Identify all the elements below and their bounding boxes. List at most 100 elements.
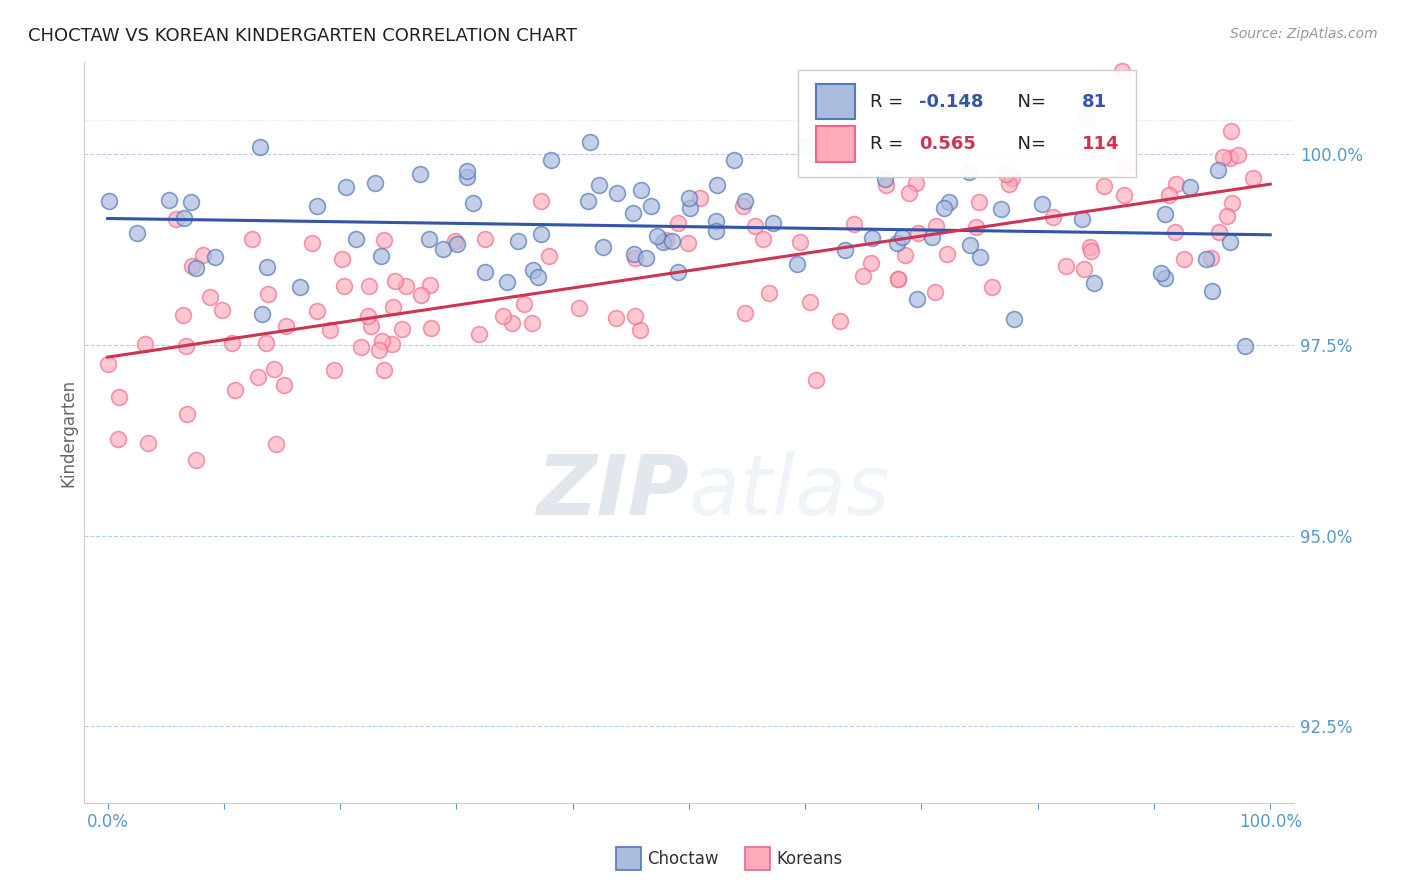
Text: N=: N= <box>1005 135 1052 153</box>
Point <box>456 164 478 178</box>
Point <box>605 310 627 325</box>
Text: 114: 114 <box>1083 135 1119 153</box>
Point <box>651 235 673 249</box>
Point <box>322 362 344 376</box>
Point <box>744 219 766 234</box>
Point <box>391 322 413 336</box>
Point <box>1080 244 1102 258</box>
Point <box>180 195 202 210</box>
Point <box>204 251 226 265</box>
Point <box>623 309 645 323</box>
Point <box>107 390 129 404</box>
Point <box>758 286 780 301</box>
Point <box>752 232 775 246</box>
Point <box>704 224 727 238</box>
Point <box>174 338 197 352</box>
Point <box>125 226 148 240</box>
Point <box>409 287 432 301</box>
Point <box>333 279 356 293</box>
Point <box>894 248 917 262</box>
Text: Source: ZipAtlas.com: Source: ZipAtlas.com <box>1230 27 1378 41</box>
Point <box>932 201 955 215</box>
Point <box>834 243 856 257</box>
Text: ZIP: ZIP <box>536 451 689 533</box>
Point <box>606 186 628 201</box>
Text: R =: R = <box>870 93 910 111</box>
Point <box>1042 210 1064 224</box>
Point <box>568 301 591 315</box>
Point <box>530 194 553 209</box>
Point <box>1195 252 1218 266</box>
Point <box>409 167 432 181</box>
Point <box>371 334 394 348</box>
Point <box>246 370 269 384</box>
Point <box>1233 339 1256 353</box>
Point <box>666 264 689 278</box>
Point <box>786 257 808 271</box>
Point <box>842 217 865 231</box>
Point <box>419 321 441 335</box>
Point <box>994 167 1017 181</box>
Point <box>173 211 195 225</box>
Point <box>301 236 323 251</box>
Point <box>496 275 519 289</box>
Point <box>506 235 529 249</box>
Y-axis label: Kindergarten: Kindergarten <box>59 378 77 487</box>
Point <box>967 194 990 209</box>
Point <box>224 383 246 397</box>
Point <box>394 278 416 293</box>
Bar <box>815 126 855 161</box>
Point <box>676 235 699 250</box>
Point <box>645 228 668 243</box>
Point <box>307 199 329 213</box>
Point <box>799 294 821 309</box>
Point <box>921 229 943 244</box>
Point <box>522 263 544 277</box>
Point <box>474 265 496 279</box>
Point <box>181 260 204 274</box>
Point <box>875 172 897 186</box>
Point <box>860 230 883 244</box>
Point <box>969 250 991 264</box>
Point <box>360 318 382 333</box>
Point <box>640 199 662 213</box>
Point <box>998 177 1021 191</box>
Point <box>907 226 929 240</box>
Point <box>897 186 920 200</box>
Point <box>678 191 700 205</box>
Point <box>1241 170 1264 185</box>
Point <box>468 327 491 342</box>
Point <box>621 206 644 220</box>
Point <box>443 235 465 249</box>
Point <box>1164 177 1187 191</box>
Point <box>936 247 959 261</box>
Point <box>134 337 156 351</box>
Point <box>886 235 908 250</box>
Point <box>890 230 912 244</box>
Point <box>924 285 946 299</box>
Point <box>1199 251 1222 265</box>
Point <box>97 357 120 371</box>
Point <box>456 170 478 185</box>
Point <box>654 233 676 247</box>
Point <box>98 194 121 209</box>
Point <box>474 232 496 246</box>
Point <box>263 362 285 376</box>
Point <box>1201 284 1223 298</box>
Point <box>1070 212 1092 227</box>
Point <box>1054 260 1077 274</box>
Point <box>1111 64 1133 78</box>
Point <box>628 323 651 337</box>
Point <box>256 260 278 274</box>
Point <box>624 251 647 265</box>
Point <box>661 234 683 248</box>
Point <box>257 287 280 301</box>
Point <box>264 437 287 451</box>
Point <box>980 280 1002 294</box>
Point <box>1220 123 1243 137</box>
Point <box>520 316 543 330</box>
Point <box>666 215 689 229</box>
Point <box>804 373 827 387</box>
Point <box>138 436 160 450</box>
Point <box>579 135 602 149</box>
